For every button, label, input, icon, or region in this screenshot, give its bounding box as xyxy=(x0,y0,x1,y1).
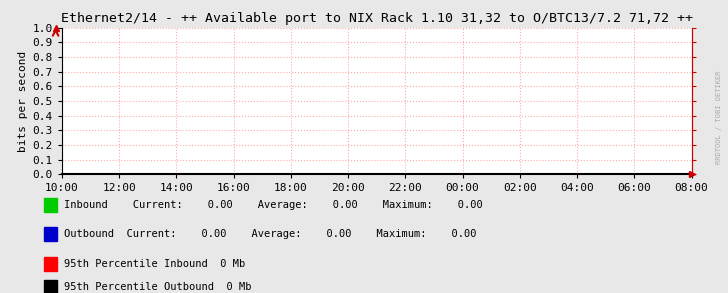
Title: Ethernet2/14 - ++ Available port to NIX Rack 1.10 31,32 to O/BTC13/7.2 71,72 ++: Ethernet2/14 - ++ Available port to NIX … xyxy=(60,12,693,25)
Y-axis label: bits per second: bits per second xyxy=(18,50,28,152)
Text: RRDTOOL / TOBI OETIKER: RRDTOOL / TOBI OETIKER xyxy=(716,70,722,164)
Text: Inbound    Current:    0.00    Average:    0.00    Maximum:    0.00: Inbound Current: 0.00 Average: 0.00 Maxi… xyxy=(64,200,483,210)
Text: 95th Percentile Outbound  0 Mb: 95th Percentile Outbound 0 Mb xyxy=(64,282,252,292)
Text: Outbound  Current:    0.00    Average:    0.00    Maximum:    0.00: Outbound Current: 0.00 Average: 0.00 Max… xyxy=(64,229,477,239)
Text: 95th Percentile Inbound  0 Mb: 95th Percentile Inbound 0 Mb xyxy=(64,259,245,269)
